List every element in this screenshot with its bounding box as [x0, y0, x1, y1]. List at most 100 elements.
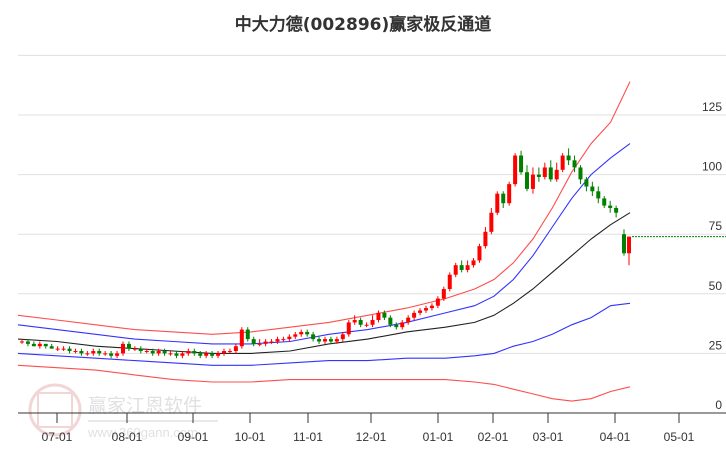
- candle: [453, 265, 458, 275]
- candle: [103, 353, 108, 355]
- candle: [198, 353, 203, 356]
- candle: [602, 198, 607, 206]
- gridlines: [18, 54, 726, 354]
- candle: [138, 348, 143, 352]
- y-tick-label: 125: [702, 100, 722, 114]
- y-tick-label: 50: [709, 279, 723, 293]
- candle: [358, 320, 363, 325]
- candle: [121, 343, 125, 354]
- candle: [608, 205, 613, 208]
- candle: [174, 353, 179, 356]
- chart-title: 中大力德(002896)赢家极反通道: [234, 15, 492, 35]
- candle: [25, 341, 30, 344]
- candle: [144, 351, 149, 353]
- candle: [370, 320, 375, 325]
- candle: [192, 351, 197, 354]
- y-tick-label: 100: [702, 160, 722, 174]
- candle: [269, 341, 274, 343]
- candle: [418, 310, 423, 313]
- candle: [97, 351, 102, 354]
- candle: [536, 174, 541, 177]
- candle: [584, 179, 589, 187]
- candle: [429, 305, 434, 309]
- candle: [477, 246, 482, 261]
- candle: [150, 351, 155, 354]
- x-tick-label: 12-01: [356, 430, 387, 444]
- candle: [227, 351, 232, 353]
- candle: [287, 336, 292, 340]
- candle: [233, 346, 238, 352]
- y-tick-label: 75: [709, 219, 723, 233]
- candle: [317, 339, 322, 342]
- candle: [43, 343, 48, 347]
- candle: [162, 351, 167, 354]
- lower-outer-band-line: [17, 364, 631, 402]
- candle: [180, 353, 185, 356]
- candle: [590, 186, 595, 192]
- candle: [447, 274, 452, 290]
- lower-inner-band-line: [17, 302, 631, 366]
- candle: [346, 322, 351, 335]
- candle: [20, 341, 24, 343]
- candle: [305, 331, 310, 335]
- candle: [530, 174, 535, 189]
- candle: [507, 184, 512, 204]
- candle: [61, 348, 66, 350]
- x-tick-label: 07-01: [42, 430, 73, 444]
- candle: [257, 343, 262, 345]
- watermark-seal-icon: [28, 383, 82, 437]
- candle: [281, 339, 286, 341]
- candle: [109, 353, 114, 356]
- candle: [311, 334, 316, 340]
- candle: [495, 193, 500, 213]
- candle: [216, 353, 221, 356]
- candle: [459, 265, 464, 270]
- y-tick-label: 0: [715, 398, 722, 412]
- x-axis: 07-01 08-01 09-01 10-01 11-01 12-01 01-01 02-01…: [18, 412, 726, 444]
- candle: [501, 193, 506, 204]
- candle: [222, 351, 226, 354]
- candle: [328, 339, 333, 342]
- candle: [382, 312, 387, 318]
- x-tick-label: 03-01: [533, 430, 564, 444]
- candle: [614, 207, 619, 213]
- candle: [548, 167, 553, 180]
- upper-outer-band-line: [17, 81, 631, 335]
- candle: [132, 348, 137, 350]
- candle: [489, 212, 494, 232]
- candle: [406, 317, 411, 323]
- watermark-url: www.360gann.com: [87, 425, 198, 440]
- candle: [424, 308, 428, 311]
- watermark-brand: 赢家江恩软件: [88, 395, 202, 417]
- x-tick-label: 01-01: [423, 430, 454, 444]
- x-tick-label: 05-01: [664, 430, 695, 444]
- candle: [85, 353, 90, 355]
- candle: [572, 160, 577, 168]
- x-tick-label: 11-01: [293, 430, 323, 444]
- candle: [388, 317, 393, 325]
- candle: [245, 329, 250, 340]
- x-tick-label: 08-01: [112, 430, 143, 444]
- candle: [239, 329, 244, 347]
- candle: [483, 231, 488, 247]
- y-axis: 0 25 50 75 100 125: [702, 100, 722, 412]
- candle: [126, 343, 131, 349]
- candle: [465, 265, 470, 270]
- candle: [210, 353, 215, 356]
- candle: [55, 348, 60, 350]
- candle: [37, 343, 42, 347]
- candle: [554, 169, 559, 180]
- candle: [293, 334, 298, 337]
- middle-line-line: [17, 212, 631, 354]
- candle: [31, 343, 36, 347]
- candle: [49, 346, 54, 349]
- x-tick-label: 04-01: [600, 430, 631, 444]
- candle: [299, 331, 304, 335]
- candle: [156, 351, 161, 354]
- candle: [263, 341, 268, 344]
- candle: [412, 312, 417, 318]
- candle: [394, 324, 399, 328]
- candle: [79, 351, 84, 354]
- x-tick-label: 09-01: [178, 430, 209, 444]
- candle: [275, 339, 280, 342]
